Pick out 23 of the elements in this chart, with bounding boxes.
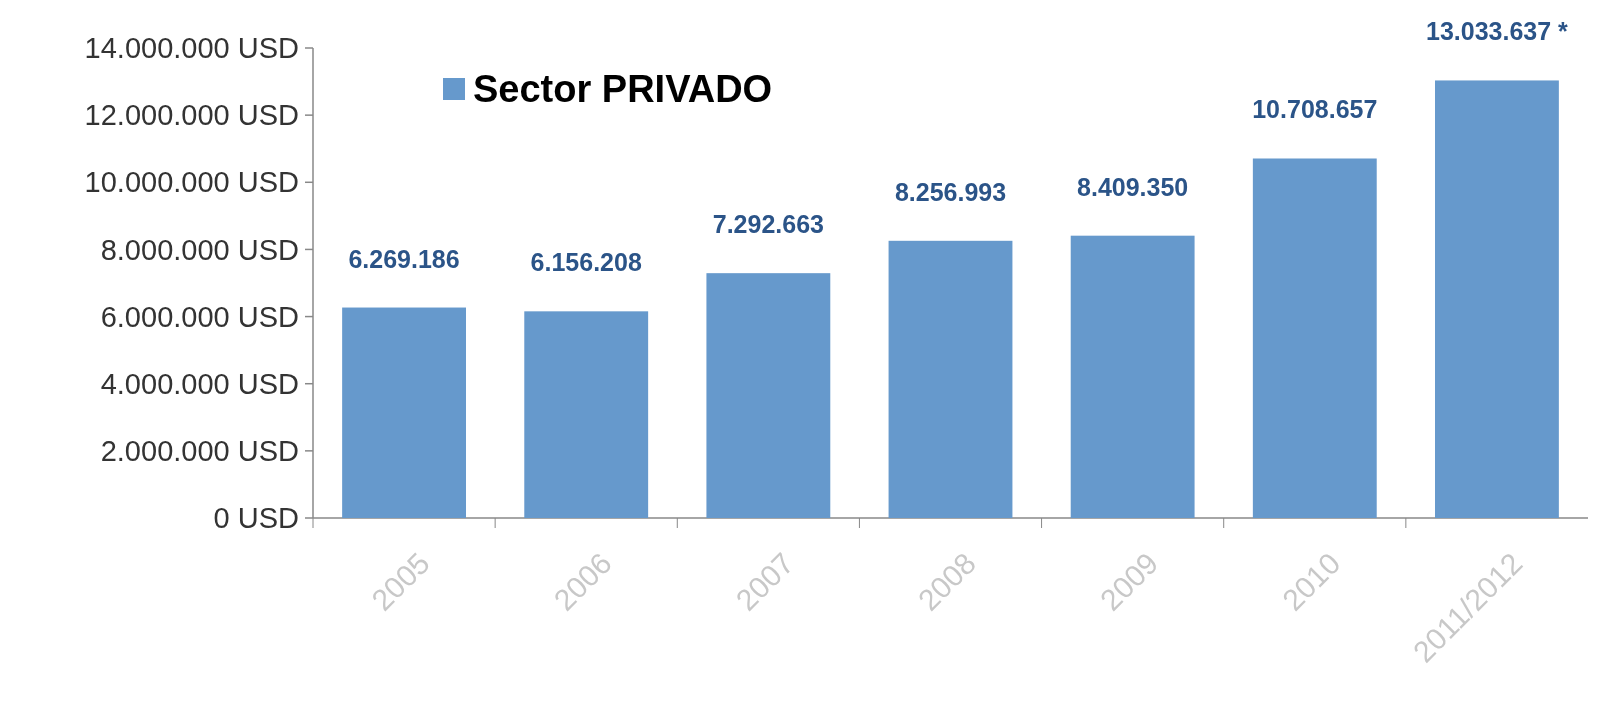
y-tick-label: 10.000.000 USD — [84, 166, 299, 199]
bar — [1070, 235, 1195, 518]
y-tick-label: 14.000.000 USD — [84, 32, 299, 65]
data-label: 10.708.657 — [1252, 95, 1378, 124]
y-tick-label: 8.000.000 USD — [100, 233, 299, 266]
y-tick-label: 2.000.000 USD — [100, 435, 299, 468]
y-tick-label: 0 USD — [213, 502, 299, 535]
data-label: 7.292.663 — [712, 210, 824, 239]
legend-label: Sector PRIVADO — [473, 68, 773, 111]
bar — [706, 273, 831, 518]
data-label: 13.033.637 * — [1426, 17, 1569, 46]
bar — [1435, 80, 1559, 518]
data-label: 8.409.350 — [1077, 172, 1189, 201]
bar — [888, 240, 1013, 518]
y-tick-label: 4.000.000 USD — [100, 367, 299, 400]
y-tick-label: 6.000.000 USD — [100, 300, 299, 333]
data-label: 8.256.993 — [894, 177, 1007, 206]
bar — [524, 311, 649, 518]
bar — [1252, 158, 1377, 518]
data-label: 6.156.208 — [530, 248, 642, 277]
data-label: 6.269.186 — [348, 244, 460, 273]
y-tick-label: 12.000.000 USD — [84, 99, 299, 132]
bar — [342, 307, 466, 518]
